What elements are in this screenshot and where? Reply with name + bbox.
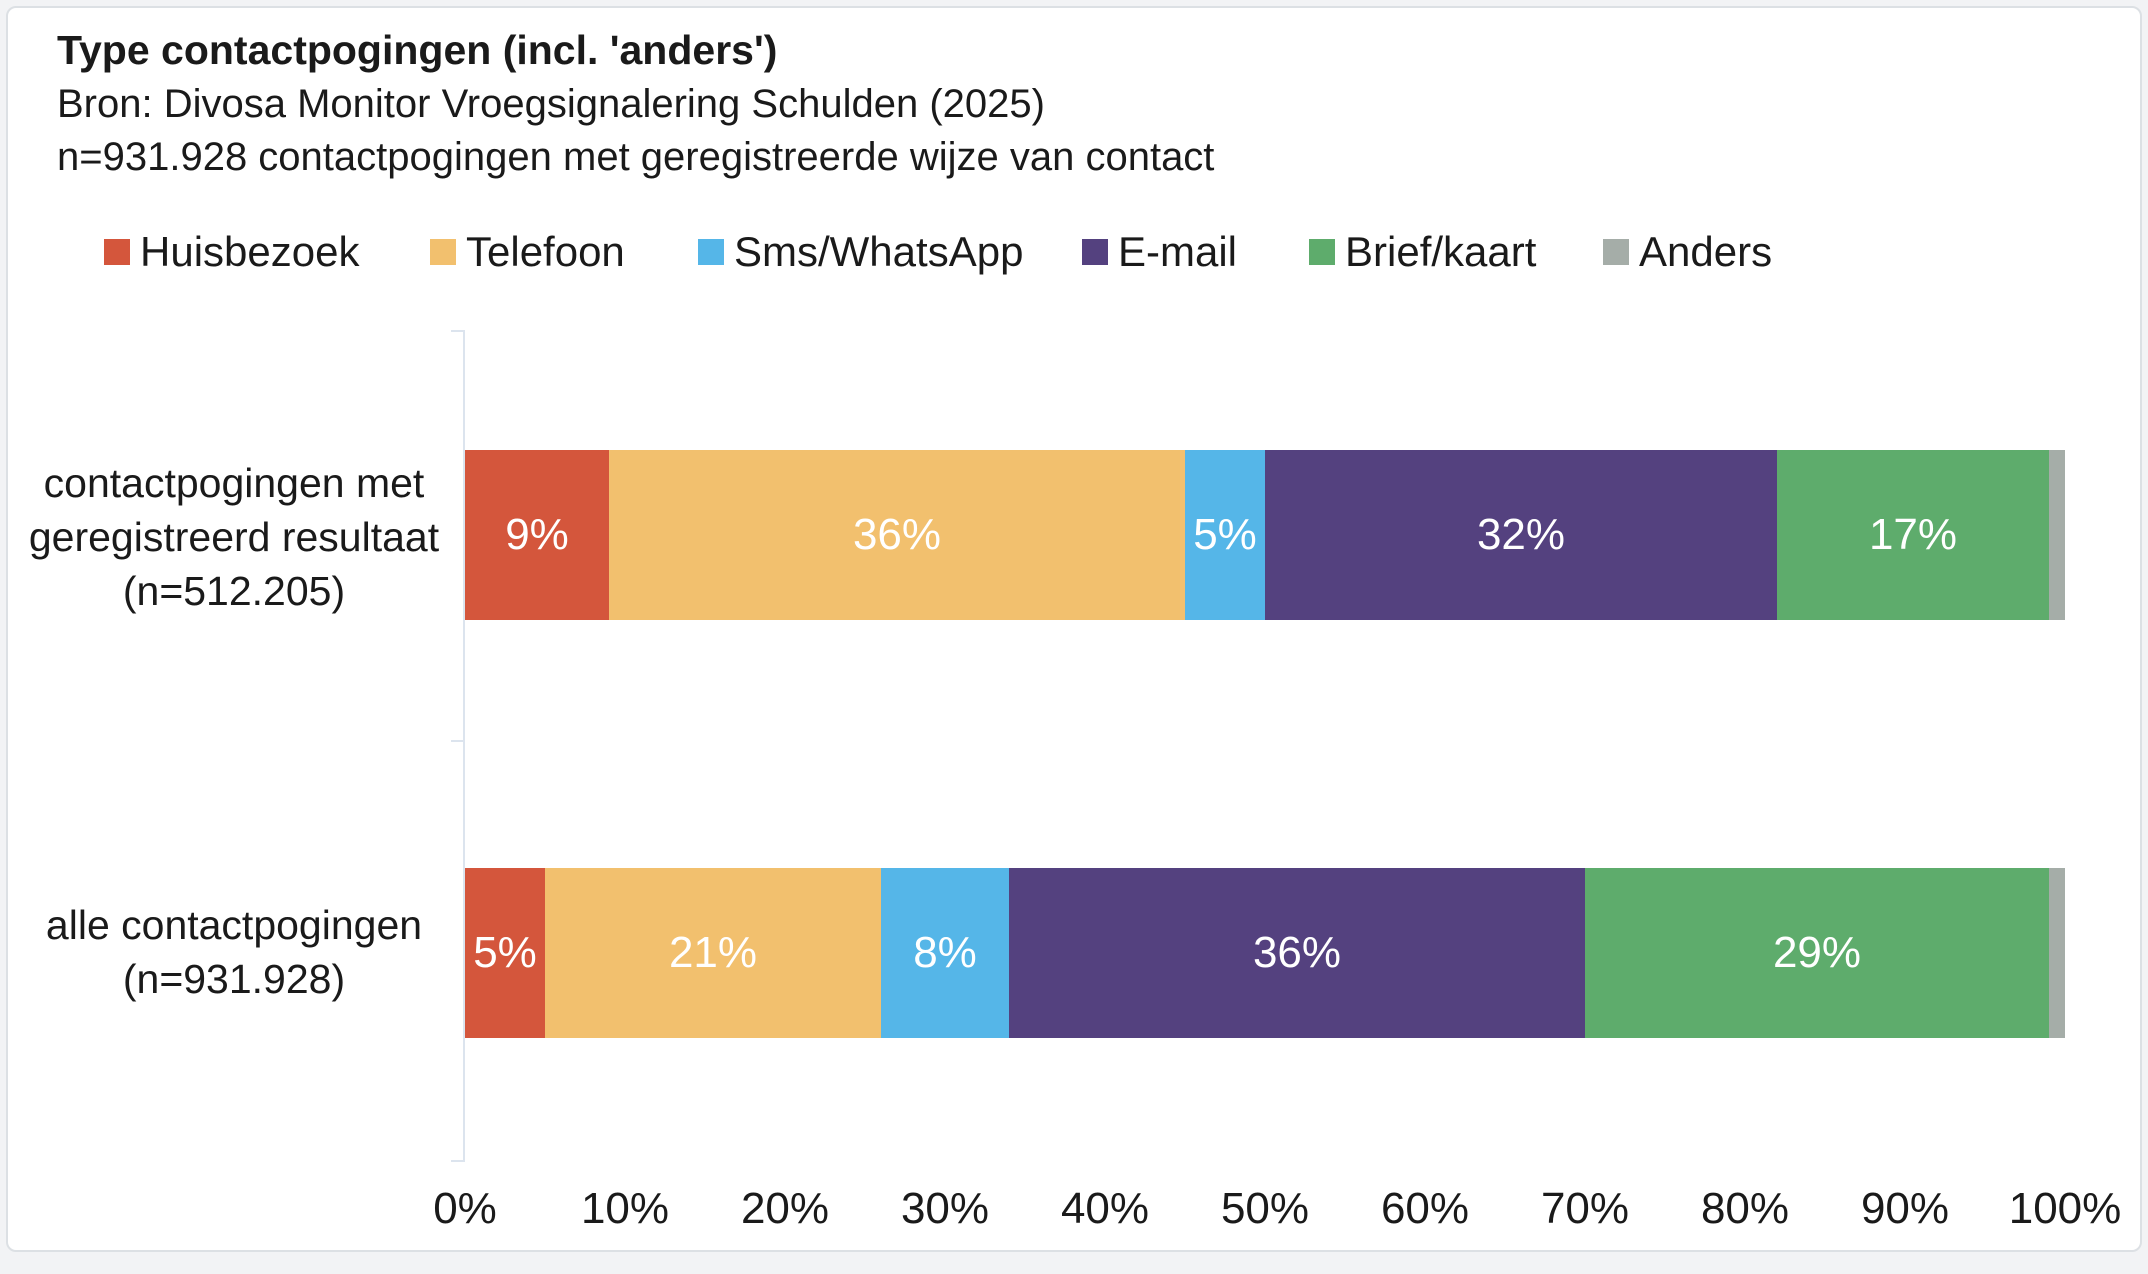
legend-swatch-huisbezoek (104, 239, 130, 265)
y-axis-tick (451, 740, 464, 742)
bar-segment-value: 8% (913, 928, 977, 977)
x-axis-tick-label: 50% (1220, 1184, 1310, 1233)
bar-segment-value: 36% (852, 510, 942, 559)
bar-segment-value: 5% (473, 928, 537, 977)
bar-segment-telefoon: 36% (609, 450, 1185, 620)
x-axis-tick-label: 10% (580, 1184, 670, 1233)
y-axis-line (463, 330, 465, 1162)
bar-segment-huisbezoek: 9% (465, 450, 609, 620)
stacked-bar-alle-contactpogingen: 5% 21% 8% 36% 29% (465, 868, 2065, 1038)
category-label-line: geregistreerd resultaat (28, 514, 440, 560)
chart-title: Type contactpogingen (incl. 'anders') (57, 27, 778, 73)
legend-item-huisbezoek: Huisbezoek (104, 228, 359, 276)
legend-label: Brief/kaart (1345, 228, 1537, 275)
legend-label: Telefoon (466, 228, 625, 275)
chart-canvas (6, 6, 2142, 1252)
x-axis-tick-label: 60% (1380, 1184, 1470, 1233)
legend-label: Sms/WhatsApp (734, 228, 1024, 275)
x-axis-tick-label: 90% (1860, 1184, 1950, 1233)
legend-item-e-mail: E-mail (1082, 228, 1237, 276)
category-label-alle-contactpogingen: alle contactpogingen (n=931.928) (25, 898, 443, 1006)
chart-sample-size: n=931.928 contactpogingen met geregistre… (57, 135, 1215, 179)
category-label-line: (n=931.928) (122, 956, 346, 1002)
bar-segment-huisbezoek: 5% (465, 868, 545, 1038)
legend-item-anders: Anders (1603, 228, 1772, 276)
legend-swatch-telefoon (430, 239, 456, 265)
bar-segment-sms-whatsapp: 5% (1185, 450, 1265, 620)
x-axis-tick-label: 40% (1060, 1184, 1150, 1233)
stacked-bar-geregistreerd-resultaat: 9% 36% 5% 32% 17% (465, 450, 2065, 620)
legend-label: E-mail (1118, 228, 1238, 275)
bar-segment-anders (2049, 868, 2065, 1038)
legend-swatch-brief-kaart (1309, 239, 1335, 265)
x-axis-tick-label: 70% (1540, 1184, 1630, 1233)
category-label-line: alle contactpogingen (45, 902, 423, 948)
category-label-line: (n=512.205) (122, 568, 346, 614)
bar-segment-anders (2049, 450, 2065, 620)
legend-swatch-e-mail (1082, 239, 1108, 265)
legend-item-telefoon: Telefoon (430, 228, 625, 276)
legend-item-sms-whatsapp: Sms/WhatsApp (698, 228, 1023, 276)
y-axis-tick (451, 1160, 464, 1162)
bar-segment-sms-whatsapp: 8% (881, 868, 1009, 1038)
x-axis-tick-label: 20% (740, 1184, 830, 1233)
bar-segment-brief-kaart: 17% (1777, 450, 2049, 620)
bar-segment-value: 21% (668, 928, 758, 977)
bar-segment-value: 9% (505, 510, 569, 559)
bar-segment-value: 36% (1252, 928, 1342, 977)
bar-segment-e-mail: 32% (1265, 450, 1777, 620)
x-axis-tick-label: 30% (900, 1184, 990, 1233)
legend-swatch-sms-whatsapp (698, 239, 724, 265)
bar-segment-value: 29% (1772, 928, 1862, 977)
y-axis-tick (451, 330, 464, 332)
category-label-geregistreerd-resultaat: contactpogingen met geregistreerd result… (25, 456, 443, 618)
bar-segment-brief-kaart: 29% (1585, 868, 2049, 1038)
legend-swatch-anders (1603, 239, 1629, 265)
bar-segment-telefoon: 21% (545, 868, 881, 1038)
legend-item-brief-kaart: Brief/kaart (1309, 228, 1536, 276)
chart-header: Type contactpogingen (incl. 'anders') Br… (57, 22, 1214, 184)
category-label-line: contactpogingen met (43, 460, 425, 506)
x-axis-tick-label: 80% (1700, 1184, 1790, 1233)
x-axis-tick-label: 100% (2008, 1184, 2122, 1233)
legend-label: Huisbezoek (140, 228, 360, 275)
bar-segment-value: 5% (1193, 510, 1257, 559)
legend-label: Anders (1639, 228, 1773, 275)
chart-source: Bron: Divosa Monitor Vroegsignalering Sc… (57, 82, 1045, 126)
bar-segment-value: 32% (1476, 510, 1566, 559)
x-axis-tick-label: 0% (433, 1184, 497, 1233)
bar-segment-value: 17% (1868, 510, 1958, 559)
bar-segment-e-mail: 36% (1009, 868, 1585, 1038)
